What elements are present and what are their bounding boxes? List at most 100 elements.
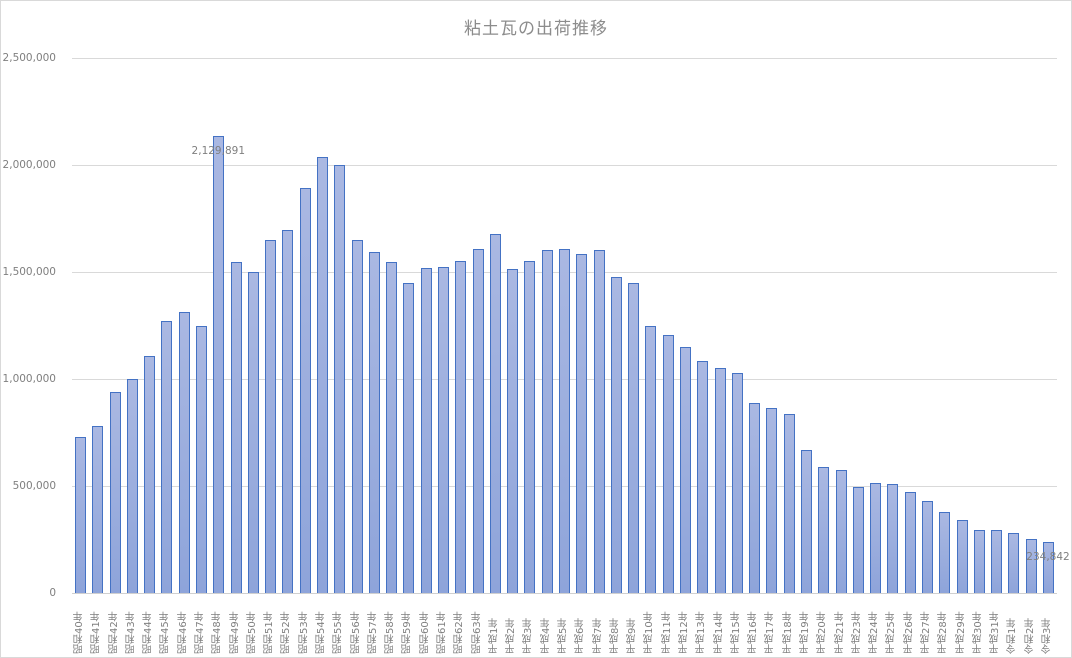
bar[interactable] — [576, 254, 588, 593]
bar[interactable] — [852, 486, 864, 593]
bar[interactable] — [178, 312, 190, 593]
x-tick-label: 昭和42年 — [108, 611, 120, 654]
bar[interactable] — [282, 229, 294, 593]
x-tick-label: 平成2年 — [506, 617, 518, 654]
x-tick-label: 平成26年 — [903, 611, 915, 654]
bar[interactable] — [1008, 532, 1020, 593]
bar[interactable] — [144, 355, 156, 593]
bar[interactable] — [887, 483, 899, 593]
bar[interactable] — [801, 449, 812, 593]
x-tick-label: 平成27年 — [921, 611, 932, 654]
x-tick-label: 昭和54年 — [316, 611, 327, 654]
bar[interactable] — [265, 239, 277, 593]
x-tick-label: 平成14年 — [713, 611, 725, 654]
x-tick-label: 昭和53年 — [298, 611, 310, 654]
bar[interactable] — [75, 437, 86, 593]
bar[interactable] — [714, 367, 726, 593]
x-tick-label: 平成18年 — [782, 611, 794, 654]
x-tick-label: 昭和47年 — [195, 611, 206, 654]
bar[interactable] — [489, 233, 501, 593]
bar[interactable] — [507, 269, 519, 593]
bar[interactable] — [731, 373, 743, 593]
bar[interactable] — [109, 391, 121, 593]
x-tick-label: 昭和41年 — [91, 611, 103, 654]
x-tick-label: 平成9年 — [627, 617, 639, 654]
bar[interactable] — [472, 248, 484, 593]
x-tick-label: 平成20年 — [817, 611, 829, 654]
x-tick-label: 平成30年 — [972, 611, 984, 654]
bar[interactable] — [922, 501, 933, 593]
x-tick-label: 昭和50年 — [246, 611, 258, 654]
x-tick-label: 昭和62年 — [454, 611, 466, 654]
gridline — [72, 165, 1057, 166]
bar[interactable] — [628, 282, 640, 593]
plot-area: 2,129,891 234,842 — [72, 58, 1070, 594]
bar[interactable] — [368, 251, 380, 593]
y-tick-label: 2,500,000 — [2, 52, 56, 64]
bar[interactable] — [1043, 541, 1054, 593]
bar[interactable] — [610, 277, 622, 593]
bar[interactable] — [697, 361, 709, 593]
bar[interactable] — [559, 248, 570, 593]
bar[interactable] — [230, 262, 242, 593]
x-tick-label: 令和3年 — [1042, 617, 1053, 654]
bar[interactable] — [645, 326, 657, 593]
bar[interactable] — [749, 403, 761, 593]
bar[interactable] — [420, 268, 432, 593]
x-tick-label: 平成11年 — [661, 611, 673, 654]
bar[interactable] — [317, 156, 328, 593]
bar[interactable] — [956, 520, 968, 593]
bar[interactable] — [870, 483, 882, 593]
bar[interactable] — [247, 272, 259, 593]
x-tick-label: 昭和48年 — [212, 611, 224, 654]
bar[interactable] — [662, 335, 674, 593]
x-tick-label: 令和1年 — [1007, 617, 1019, 654]
bar[interactable] — [939, 511, 951, 593]
bar[interactable] — [835, 470, 847, 593]
bar[interactable] — [126, 379, 138, 593]
bar[interactable] — [161, 321, 173, 593]
x-tick-label: 平成19年 — [800, 611, 811, 654]
x-tick-label: 平成24年 — [869, 611, 881, 654]
x-tick-label: 昭和58年 — [385, 611, 397, 654]
bar[interactable] — [403, 282, 415, 593]
bar[interactable] — [455, 260, 467, 593]
bar[interactable] — [904, 492, 916, 593]
bar[interactable] — [299, 187, 311, 593]
x-tick-label: 昭和57年 — [367, 611, 379, 654]
x-tick-label: 昭和51年 — [264, 611, 276, 654]
bar[interactable] — [593, 250, 605, 593]
bar[interactable] — [351, 239, 363, 593]
x-tick-label: 平成10年 — [644, 611, 656, 654]
bar[interactable] — [818, 467, 830, 593]
bar[interactable] — [541, 250, 553, 593]
x-tick-label: 平成29年 — [955, 611, 967, 654]
bar[interactable] — [680, 346, 691, 593]
bar[interactable] — [334, 165, 346, 593]
x-tick-label: 昭和61年 — [437, 611, 448, 654]
x-tick-label: 平成21年 — [834, 611, 846, 654]
bar[interactable] — [213, 136, 225, 593]
x-tick-label: 平成16年 — [748, 611, 760, 654]
x-tick-label: 昭和44年 — [143, 611, 155, 654]
bar[interactable] — [991, 529, 1003, 593]
bar[interactable] — [196, 326, 207, 593]
y-tick-label: 500,000 — [12, 480, 56, 492]
bar[interactable] — [766, 407, 778, 593]
y-tick-label: 2,000,000 — [2, 159, 56, 171]
bar[interactable] — [386, 262, 398, 593]
x-axis-line — [72, 593, 1057, 594]
x-tick-label: 平成8年 — [609, 617, 621, 654]
bar[interactable] — [438, 266, 449, 593]
x-tick-label: 平成28年 — [938, 611, 950, 654]
bar[interactable] — [783, 413, 795, 593]
bar[interactable] — [1025, 538, 1037, 593]
x-tick-label: 昭和49年 — [229, 611, 241, 654]
bar[interactable] — [524, 260, 536, 593]
bar[interactable] — [92, 425, 104, 593]
x-tick-label: 平成31年 — [990, 611, 1002, 654]
x-tick-label: 昭和45年 — [160, 611, 172, 654]
x-tick-label: 昭和59年 — [402, 611, 414, 654]
x-tick-label: 平成12年 — [679, 611, 690, 654]
bar[interactable] — [973, 529, 985, 593]
